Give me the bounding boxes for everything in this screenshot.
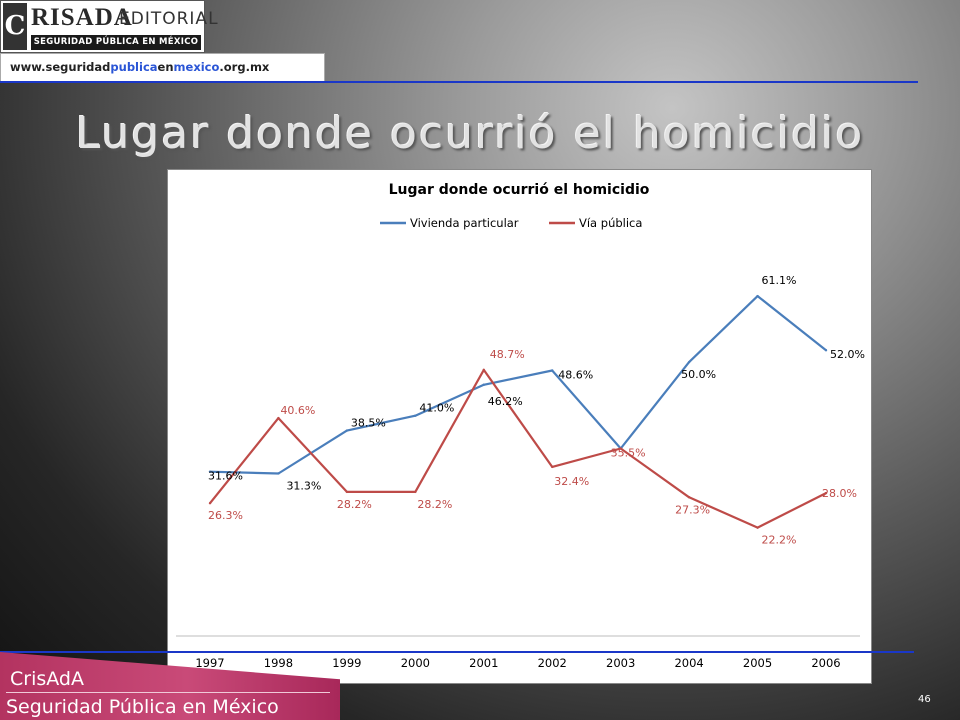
logo-mark: C	[3, 3, 27, 50]
data-label-vivienda-particular: 46.2%	[488, 395, 523, 408]
data-point-via-publica	[687, 496, 691, 499]
x-tick-label: 2003	[606, 656, 635, 670]
data-label-vivienda-particular: 48.6%	[558, 368, 593, 381]
data-label-via-publica: 27.3%	[675, 503, 710, 516]
legend-label-vivienda: Vivienda particular	[410, 216, 519, 230]
x-tick-label: 2006	[811, 656, 840, 670]
data-point-via-publica	[482, 368, 485, 372]
x-tick-label: 1999	[332, 656, 361, 670]
x-tick-label: 1997	[195, 656, 224, 670]
data-point-vivienda-particular	[208, 470, 212, 473]
data-label-vivienda-particular: 52.0%	[830, 348, 865, 361]
data-label-via-publica: 28.2%	[417, 498, 452, 511]
legend-label-via-publica: Vía pública	[579, 216, 642, 230]
data-point-vivienda-particular	[824, 349, 828, 352]
data-label-via-publica: 32.4%	[554, 475, 589, 488]
url-part: .org.mx	[219, 60, 270, 74]
data-point-via-publica	[208, 502, 212, 505]
data-label-via-publica: 22.2%	[762, 534, 797, 547]
data-label-vivienda-particular: 61.1%	[762, 274, 797, 287]
bottom-divider-line	[0, 651, 914, 653]
data-point-vivienda-particular	[482, 383, 485, 386]
data-point-via-publica	[551, 465, 554, 469]
x-tick-label: 2005	[743, 656, 772, 670]
legend: Vivienda particular Vía pública	[380, 216, 642, 230]
top-divider-line	[0, 81, 918, 83]
x-tick-labels: 1997 1998 1999 2000 2001 2002 2003 2004 2005 2006	[195, 656, 840, 670]
footer-divider	[6, 692, 330, 693]
data-point-vivienda-particular	[551, 369, 554, 372]
footer-brand: CrisAdA	[10, 668, 84, 690]
data-point-vivienda-particular	[345, 429, 349, 432]
data-point-via-publica	[619, 447, 622, 450]
data-label-vivienda-particular: 31.3%	[286, 479, 321, 492]
data-label-layer: 31.6% 31.3% 38.5% 41.0% 46.2% 48.6% 50.0% 61.1%…	[208, 274, 865, 547]
data-point-vivienda-particular	[414, 414, 417, 417]
data-label-vivienda-particular: 38.5%	[351, 417, 386, 430]
url-part: publica	[110, 60, 158, 74]
data-label-via-publica: 26.3%	[208, 509, 243, 522]
data-point-via-publica	[824, 491, 828, 495]
data-label-via-publica: 28.0%	[822, 487, 857, 500]
crisada-logo: C RISADA EDITORIAL SEGURIDAD PÚBLICA EN …	[0, 0, 218, 53]
data-point-via-publica	[277, 416, 280, 420]
page-number: 46	[918, 694, 931, 705]
logo-subtitle: SEGURIDAD PÚBLICA EN MÉXICO	[31, 35, 201, 50]
data-label-vivienda-particular: 50.0%	[681, 368, 716, 381]
footer-subtitle: Seguridad Pública en México	[6, 696, 279, 718]
data-point-via-publica	[756, 526, 759, 529]
data-point-via-publica	[414, 490, 417, 494]
chart-container: Lugar donde ocurrió el homicidio Viviend…	[167, 169, 872, 684]
x-tick-label: 1998	[264, 656, 293, 670]
data-point-vivienda-particular	[277, 472, 280, 475]
url-part: mexico	[173, 60, 220, 74]
url-part: en	[157, 60, 174, 74]
logo-name: RISADA	[31, 4, 133, 31]
data-label-vivienda-particular: 41.0%	[419, 402, 454, 415]
url-part: www.seguridad	[10, 60, 111, 74]
data-label-via-publica: 40.6%	[280, 404, 315, 417]
series-line-via-publica	[209, 368, 827, 529]
series-line-vivienda-particular	[209, 294, 827, 475]
data-label-via-publica: 28.2%	[337, 498, 372, 511]
logo-editorial: EDITORIAL	[119, 9, 219, 29]
data-label-via-publica: 48.7%	[490, 348, 525, 361]
series-layer	[208, 294, 828, 529]
x-tick-label: 2004	[674, 656, 703, 670]
line-chart: Lugar donde ocurrió el homicidio Viviend…	[176, 182, 865, 670]
data-label-vivienda-particular: 31.6%	[208, 470, 243, 483]
x-tick-label: 2001	[469, 656, 498, 670]
data-point-vivienda-particular	[756, 294, 759, 298]
data-label-via-publica: 35.5%	[611, 446, 646, 459]
chart-title: Lugar donde ocurrió el homicidio	[389, 182, 650, 198]
data-point-via-publica	[345, 490, 349, 494]
slide-title: Lugar donde ocurrió el homicidio	[75, 108, 865, 159]
x-tick-label: 2000	[401, 656, 430, 670]
website-url[interactable]: www.seguridadpublicaenmexico.org.mx	[0, 53, 325, 82]
x-tick-label: 2002	[538, 656, 567, 670]
data-point-vivienda-particular	[687, 360, 691, 364]
